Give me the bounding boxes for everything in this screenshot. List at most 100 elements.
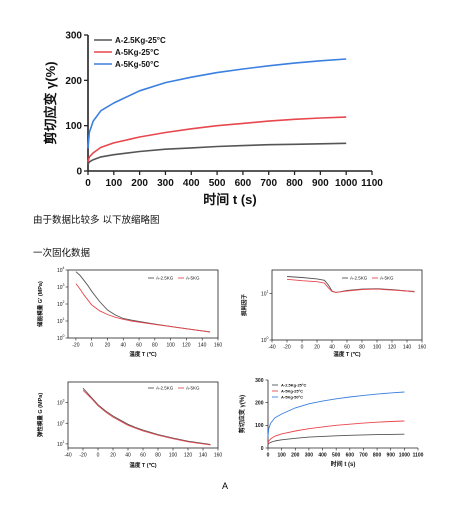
y-tick-label: 100 (261, 336, 269, 344)
series-line-3 (267, 391, 405, 437)
x-tick-label: 160 (418, 345, 427, 351)
y-tick-label: 300 (255, 378, 264, 384)
series-line-2 (87, 116, 347, 163)
x-tick-label: 0 (85, 178, 91, 189)
x-tick-label: 800 (373, 453, 382, 459)
series-line-2 (75, 283, 211, 333)
x-tick-label: 120 (182, 343, 191, 349)
legend-label: A-2.5KG (350, 276, 368, 281)
x-axis-title: 温度 T (℃) (129, 350, 156, 358)
small-strain-chart: 0 100 200 300 400 500 600 700 800 900 1000 1100 0 100… (238, 378, 424, 468)
x-tick-label: 20 (314, 345, 320, 351)
x-axis-title: 时间 t (s) (331, 460, 356, 468)
x-tick-label: 140 (403, 345, 412, 351)
note-thumbnails: 由于数据比较多 以下放缩略图 (33, 215, 160, 226)
x-tick-label: 200 (291, 453, 300, 459)
legend-label: A-5Kg-25°C (115, 48, 159, 57)
elastic-modulus-chart: -40 -20 0 20 40 60 80 100 120 140 160 101 102 103 温度 T… (36, 381, 223, 469)
note-first-cure: 一次固化数据 (33, 248, 91, 259)
x-tick-label: 100 (277, 453, 286, 459)
x-tick-label: 20 (105, 343, 111, 349)
y-axis-title: 剪切应变 γ(%) (43, 61, 58, 144)
y-tick-label: 104 (57, 266, 65, 274)
x-tick-label: 100 (105, 178, 122, 189)
x-tick-label: 40 (120, 343, 126, 349)
x-tick-label: 0 (97, 453, 100, 459)
legend-label: A-2.5KG (156, 386, 174, 391)
series-line-1 (82, 387, 211, 445)
loss-factor-chart: -40 -20 0 20 40 60 80 100 120 140 160 100 101 温度 T (℃… (240, 269, 427, 358)
x-tick-label: 0 (90, 343, 93, 349)
x-tick-label: -40 (268, 345, 275, 351)
legend-label: A-5Kg-50°C (281, 394, 303, 399)
x-tick-label: 600 (346, 453, 355, 459)
x-tick-label: 0 (301, 345, 304, 351)
x-tick-label: 1000 (335, 178, 358, 189)
legend-label: A-2.5Kg-25°C (115, 36, 166, 45)
x-axis-title: 时间 t (s) (203, 192, 256, 207)
x-tick-label: 900 (312, 178, 329, 189)
x-tick-label: -20 (79, 453, 86, 459)
x-tick-label: 200 (131, 178, 148, 189)
y-tick-label: 0 (261, 446, 264, 452)
y-axis-title: 储能模量 G' (MPa) (36, 281, 44, 328)
series-line-2 (267, 420, 405, 444)
x-tick-label: 100 (166, 343, 175, 349)
x-tick-label: 400 (183, 178, 200, 189)
y-tick-label: 100 (255, 423, 264, 429)
series-line-2 (286, 278, 415, 293)
legend-label: A-2.5KG (156, 276, 174, 281)
y-tick-label: 0 (76, 167, 82, 178)
x-tick-label: 160 (214, 453, 223, 459)
x-tick-label: 80 (359, 345, 365, 351)
x-axis-title: 温度 T (℃) (333, 350, 360, 358)
series-line-2 (82, 389, 211, 446)
y-tick-label: 101 (57, 317, 65, 325)
x-axis-title: 温度 T (℃) (129, 461, 156, 469)
x-tick-label: 300 (157, 178, 174, 189)
x-tick-label: 40 (125, 453, 131, 459)
y-tick-label: 200 (255, 400, 264, 406)
main-strain-chart: 0 100 200 300 400 500 600 700 800 900 1000 1100 0 100… (43, 31, 383, 208)
y-tick-label: 101 (261, 289, 269, 297)
x-tick-label: 60 (344, 345, 350, 351)
x-tick-label: 800 (286, 178, 303, 189)
x-tick-label: 160 (214, 343, 223, 349)
x-tick-label: 140 (198, 343, 207, 349)
series-line-1 (87, 142, 347, 165)
x-tick-label: 0 (267, 453, 270, 459)
y-tick-label: 103 (57, 399, 65, 407)
x-tick-label: 500 (209, 178, 226, 189)
y-axis-title: 损耗因子 (240, 294, 248, 317)
plot-frame (67, 381, 219, 449)
x-tick-label: 120 (184, 453, 193, 459)
x-tick-label: 60 (140, 453, 146, 459)
x-tick-label: 40 (329, 345, 335, 351)
storage-modulus-chart: -20 0 20 40 60 80 100 120 140 160 100 101 102 103 104 温… (36, 266, 223, 358)
y-tick-label: 300 (65, 31, 82, 42)
y-tick-label: 101 (57, 440, 65, 448)
y-axis-title: 剪切应变 γ(%) (238, 395, 246, 433)
x-tick-label: 300 (305, 453, 314, 459)
series-line-1 (267, 433, 405, 445)
x-tick-label: 700 (359, 453, 368, 459)
figure-label: A (222, 481, 229, 491)
x-tick-label: 1100 (413, 453, 424, 459)
x-tick-label: 80 (155, 453, 161, 459)
y-tick-label: 100 (65, 121, 82, 132)
x-tick-label: 20 (110, 453, 116, 459)
legend-label: A-5Kg-25°C (281, 388, 303, 393)
x-tick-label: 120 (388, 345, 397, 351)
y-axis-title: 弹性模量 G (MPa) (36, 393, 44, 437)
x-tick-label: 80 (152, 343, 158, 349)
x-tick-label: 1100 (361, 178, 383, 189)
x-tick-label: 700 (260, 178, 277, 189)
x-tick-label: 500 (332, 453, 341, 459)
x-tick-label: 140 (199, 453, 208, 459)
x-tick-label: 600 (235, 178, 252, 189)
x-tick-label: 60 (136, 343, 142, 349)
y-tick-label: 102 (57, 300, 65, 308)
y-tick-label: 103 (57, 283, 65, 291)
legend-label: A-2.5Kg-25°C (281, 382, 306, 387)
plot-frame (271, 269, 423, 341)
